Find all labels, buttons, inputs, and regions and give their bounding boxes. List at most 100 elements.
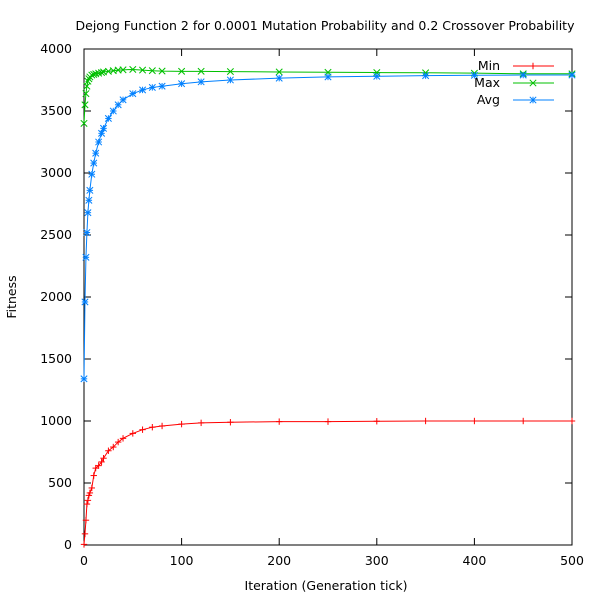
data-point-avg: [422, 72, 430, 80]
data-point-avg: [568, 71, 576, 79]
data-point-min: [100, 455, 107, 462]
data-point-avg: [104, 114, 112, 122]
data-point-avg: [119, 96, 127, 104]
data-point-min: [84, 497, 92, 504]
y-tick-label: 1000: [40, 413, 72, 428]
data-point-min: [81, 530, 89, 538]
data-point-min: [158, 422, 166, 430]
data-point-max: [148, 67, 156, 75]
data-point-min: [90, 472, 97, 479]
data-point-avg: [197, 78, 205, 86]
data-point-avg: [178, 80, 186, 88]
data-point-min: [373, 418, 380, 425]
y-tick-label: 3000: [40, 165, 72, 180]
series-line-avg: [83, 74, 572, 379]
x-axis-ticks: 0 100 200 300 400 500: [80, 49, 584, 568]
y-tick-label: 2500: [40, 227, 72, 242]
legend-label: Avg: [477, 92, 500, 107]
data-point-max: [81, 101, 89, 109]
legend: Min Max Avg: [474, 58, 554, 107]
series-avg: [80, 71, 576, 383]
series-min: [80, 417, 576, 548]
data-point-avg: [95, 138, 103, 146]
x-tick-label: 300: [365, 553, 389, 568]
data-point-avg: [148, 83, 156, 91]
data-point-avg: [82, 253, 90, 261]
data-point-min: [139, 426, 146, 433]
y-tick-label: 1500: [40, 351, 72, 366]
y-tick-label: 0: [64, 537, 72, 552]
data-point-avg: [139, 86, 147, 94]
data-point-avg: [519, 71, 527, 79]
data-point-min: [227, 419, 234, 426]
data-point-max: [139, 66, 147, 74]
x-tick-label: 100: [170, 553, 194, 568]
y-axis-ticks: 0 500 1000 1500 2000 2500 3000 3500 4000: [40, 41, 572, 552]
data-point-max: [275, 68, 283, 76]
data-point-max: [88, 71, 96, 79]
data-point-avg: [88, 170, 96, 178]
data-point-avg: [80, 375, 88, 383]
data-point-min: [119, 435, 127, 442]
x-axis-label: Iteration (Generation tick): [245, 578, 408, 593]
series-layer: [80, 65, 576, 548]
data-point-min: [471, 417, 478, 425]
data-point-avg: [90, 159, 98, 167]
data-point-min: [80, 541, 88, 548]
data-point-avg: [92, 149, 100, 157]
data-point-max: [84, 77, 92, 85]
legend-label: Min: [478, 58, 500, 73]
x-tick-label: 500: [560, 553, 584, 568]
data-point-avg: [324, 73, 332, 81]
data-point-min: [88, 484, 96, 492]
data-point-avg: [83, 228, 91, 237]
data-point-min: [83, 500, 91, 508]
data-point-max: [82, 90, 90, 98]
data-point-min: [129, 430, 136, 437]
y-tick-label: 4000: [40, 41, 72, 56]
data-point-max: [98, 69, 106, 77]
data-point-max: [80, 119, 88, 127]
data-point-max: [178, 67, 186, 75]
plot-frame: [83, 48, 573, 546]
legend-marker: [529, 62, 537, 70]
data-point-avg: [129, 90, 137, 98]
data-point-max: [92, 70, 100, 78]
data-point-max: [129, 65, 137, 74]
data-point-avg: [158, 82, 166, 90]
y-tick-label: 2000: [40, 289, 72, 304]
data-point-min: [178, 420, 185, 428]
data-point-min: [568, 417, 576, 425]
data-point-avg: [470, 71, 478, 79]
chart-title: Dejong Function 2 for 0.0001 Mutation Pr…: [76, 18, 576, 33]
data-point-min: [105, 447, 112, 454]
data-point-avg: [84, 209, 92, 217]
x-tick-label: 0: [80, 553, 88, 568]
data-point-max: [119, 66, 127, 74]
y-tick-label: 3500: [40, 103, 72, 118]
data-point-min: [149, 424, 156, 431]
legend-marker: [529, 79, 537, 87]
data-point-min: [197, 419, 205, 427]
y-tick-label: 500: [48, 475, 72, 490]
series-line-min: [83, 420, 572, 545]
data-point-avg: [85, 196, 93, 204]
data-point-min: [520, 417, 527, 425]
legend-label: Max: [474, 75, 500, 90]
x-tick-label: 400: [462, 553, 486, 568]
data-point-max: [226, 68, 234, 76]
data-point-avg: [226, 76, 234, 84]
legend-item-avg: Avg: [477, 92, 554, 107]
x-tick-label: 200: [267, 553, 291, 568]
data-point-avg: [109, 107, 117, 115]
data-point-avg: [373, 72, 381, 80]
data-point-min: [98, 458, 105, 466]
legend-item-max: Max: [474, 75, 554, 90]
y-axis-label: Fitness: [4, 275, 19, 318]
legend-marker: [529, 96, 537, 104]
data-point-min: [422, 417, 429, 425]
data-point-max: [158, 67, 166, 75]
data-point-avg: [81, 298, 89, 306]
data-point-min: [82, 517, 90, 524]
